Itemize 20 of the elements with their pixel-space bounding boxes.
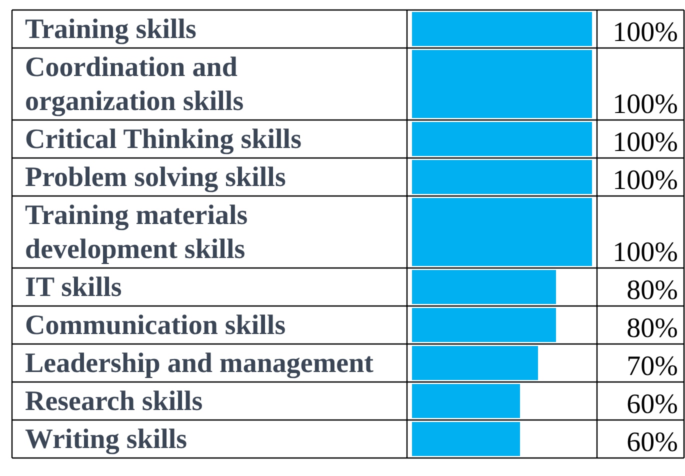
y-tick-label: Writing skills: [25, 424, 188, 455]
y-tick-label: Training skills: [25, 14, 197, 45]
data-label: 80%: [626, 313, 678, 344]
data-label: 100%: [612, 237, 678, 268]
data-label: 70%: [626, 351, 678, 382]
y-tick-label: Communication skills: [25, 310, 286, 341]
data-label: 100%: [612, 127, 678, 158]
data-label: 60%: [626, 389, 678, 420]
y-tick-label: Coordination and organization skills: [25, 52, 244, 117]
y-tick-label: Training materials development skills: [25, 200, 248, 265]
data-label: 100%: [612, 17, 678, 48]
data-label: 100%: [612, 165, 678, 196]
y-tick-label: Research skills: [25, 386, 203, 417]
data-label: 60%: [626, 427, 678, 458]
data-label: 80%: [626, 275, 678, 306]
y-tick-label: Leadership and management: [25, 348, 374, 379]
y-tick-label: Problem solving skills: [25, 162, 286, 193]
data-label: 100%: [612, 89, 678, 120]
y-tick-label: Critical Thinking skills: [25, 124, 302, 155]
y-tick-label: IT skills: [25, 272, 122, 303]
